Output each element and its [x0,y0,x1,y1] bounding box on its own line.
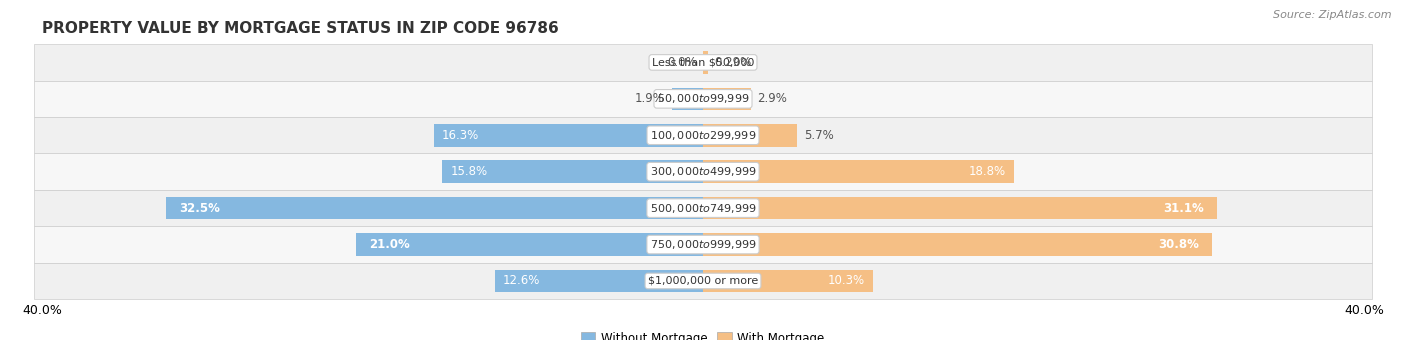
Bar [433,124,703,147]
Text: 18.8%: 18.8% [969,165,1005,178]
Text: Source: ZipAtlas.com: Source: ZipAtlas.com [1274,10,1392,20]
Bar [34,81,1372,117]
Text: $300,000 to $499,999: $300,000 to $499,999 [650,165,756,178]
Text: 0.0%: 0.0% [666,56,696,69]
Bar [703,270,873,292]
Bar [34,117,1372,153]
Bar [703,124,797,147]
Text: 0.29%: 0.29% [714,56,752,69]
Bar [703,87,751,110]
Bar [356,233,703,256]
Bar [34,263,1372,299]
Bar [34,226,1372,263]
Bar [495,270,703,292]
Bar [703,197,1216,219]
Text: 5.7%: 5.7% [804,129,834,142]
Bar [34,190,1372,226]
Text: 12.6%: 12.6% [503,274,540,288]
Text: 30.8%: 30.8% [1157,238,1198,251]
Text: $1,000,000 or more: $1,000,000 or more [648,276,758,286]
Text: 31.1%: 31.1% [1163,202,1204,215]
Text: Less than $50,000: Less than $50,000 [652,57,754,67]
Bar [34,44,1372,81]
Legend: Without Mortgage, With Mortgage: Without Mortgage, With Mortgage [576,327,830,340]
Bar [703,233,1212,256]
Text: $750,000 to $999,999: $750,000 to $999,999 [650,238,756,251]
Bar [672,87,703,110]
Text: 21.0%: 21.0% [370,238,411,251]
Text: 2.9%: 2.9% [758,92,787,105]
Text: 32.5%: 32.5% [180,202,221,215]
Text: 1.9%: 1.9% [636,92,665,105]
Bar [703,160,1014,183]
Text: 15.8%: 15.8% [450,165,488,178]
Text: $500,000 to $749,999: $500,000 to $749,999 [650,202,756,215]
Text: PROPERTY VALUE BY MORTGAGE STATUS IN ZIP CODE 96786: PROPERTY VALUE BY MORTGAGE STATUS IN ZIP… [42,21,560,36]
Text: $50,000 to $99,999: $50,000 to $99,999 [657,92,749,105]
Text: 10.3%: 10.3% [828,274,865,288]
Text: $100,000 to $299,999: $100,000 to $299,999 [650,129,756,142]
Text: 16.3%: 16.3% [441,129,479,142]
Bar [34,153,1372,190]
Bar [441,160,703,183]
Bar [703,51,707,74]
Bar [166,197,703,219]
